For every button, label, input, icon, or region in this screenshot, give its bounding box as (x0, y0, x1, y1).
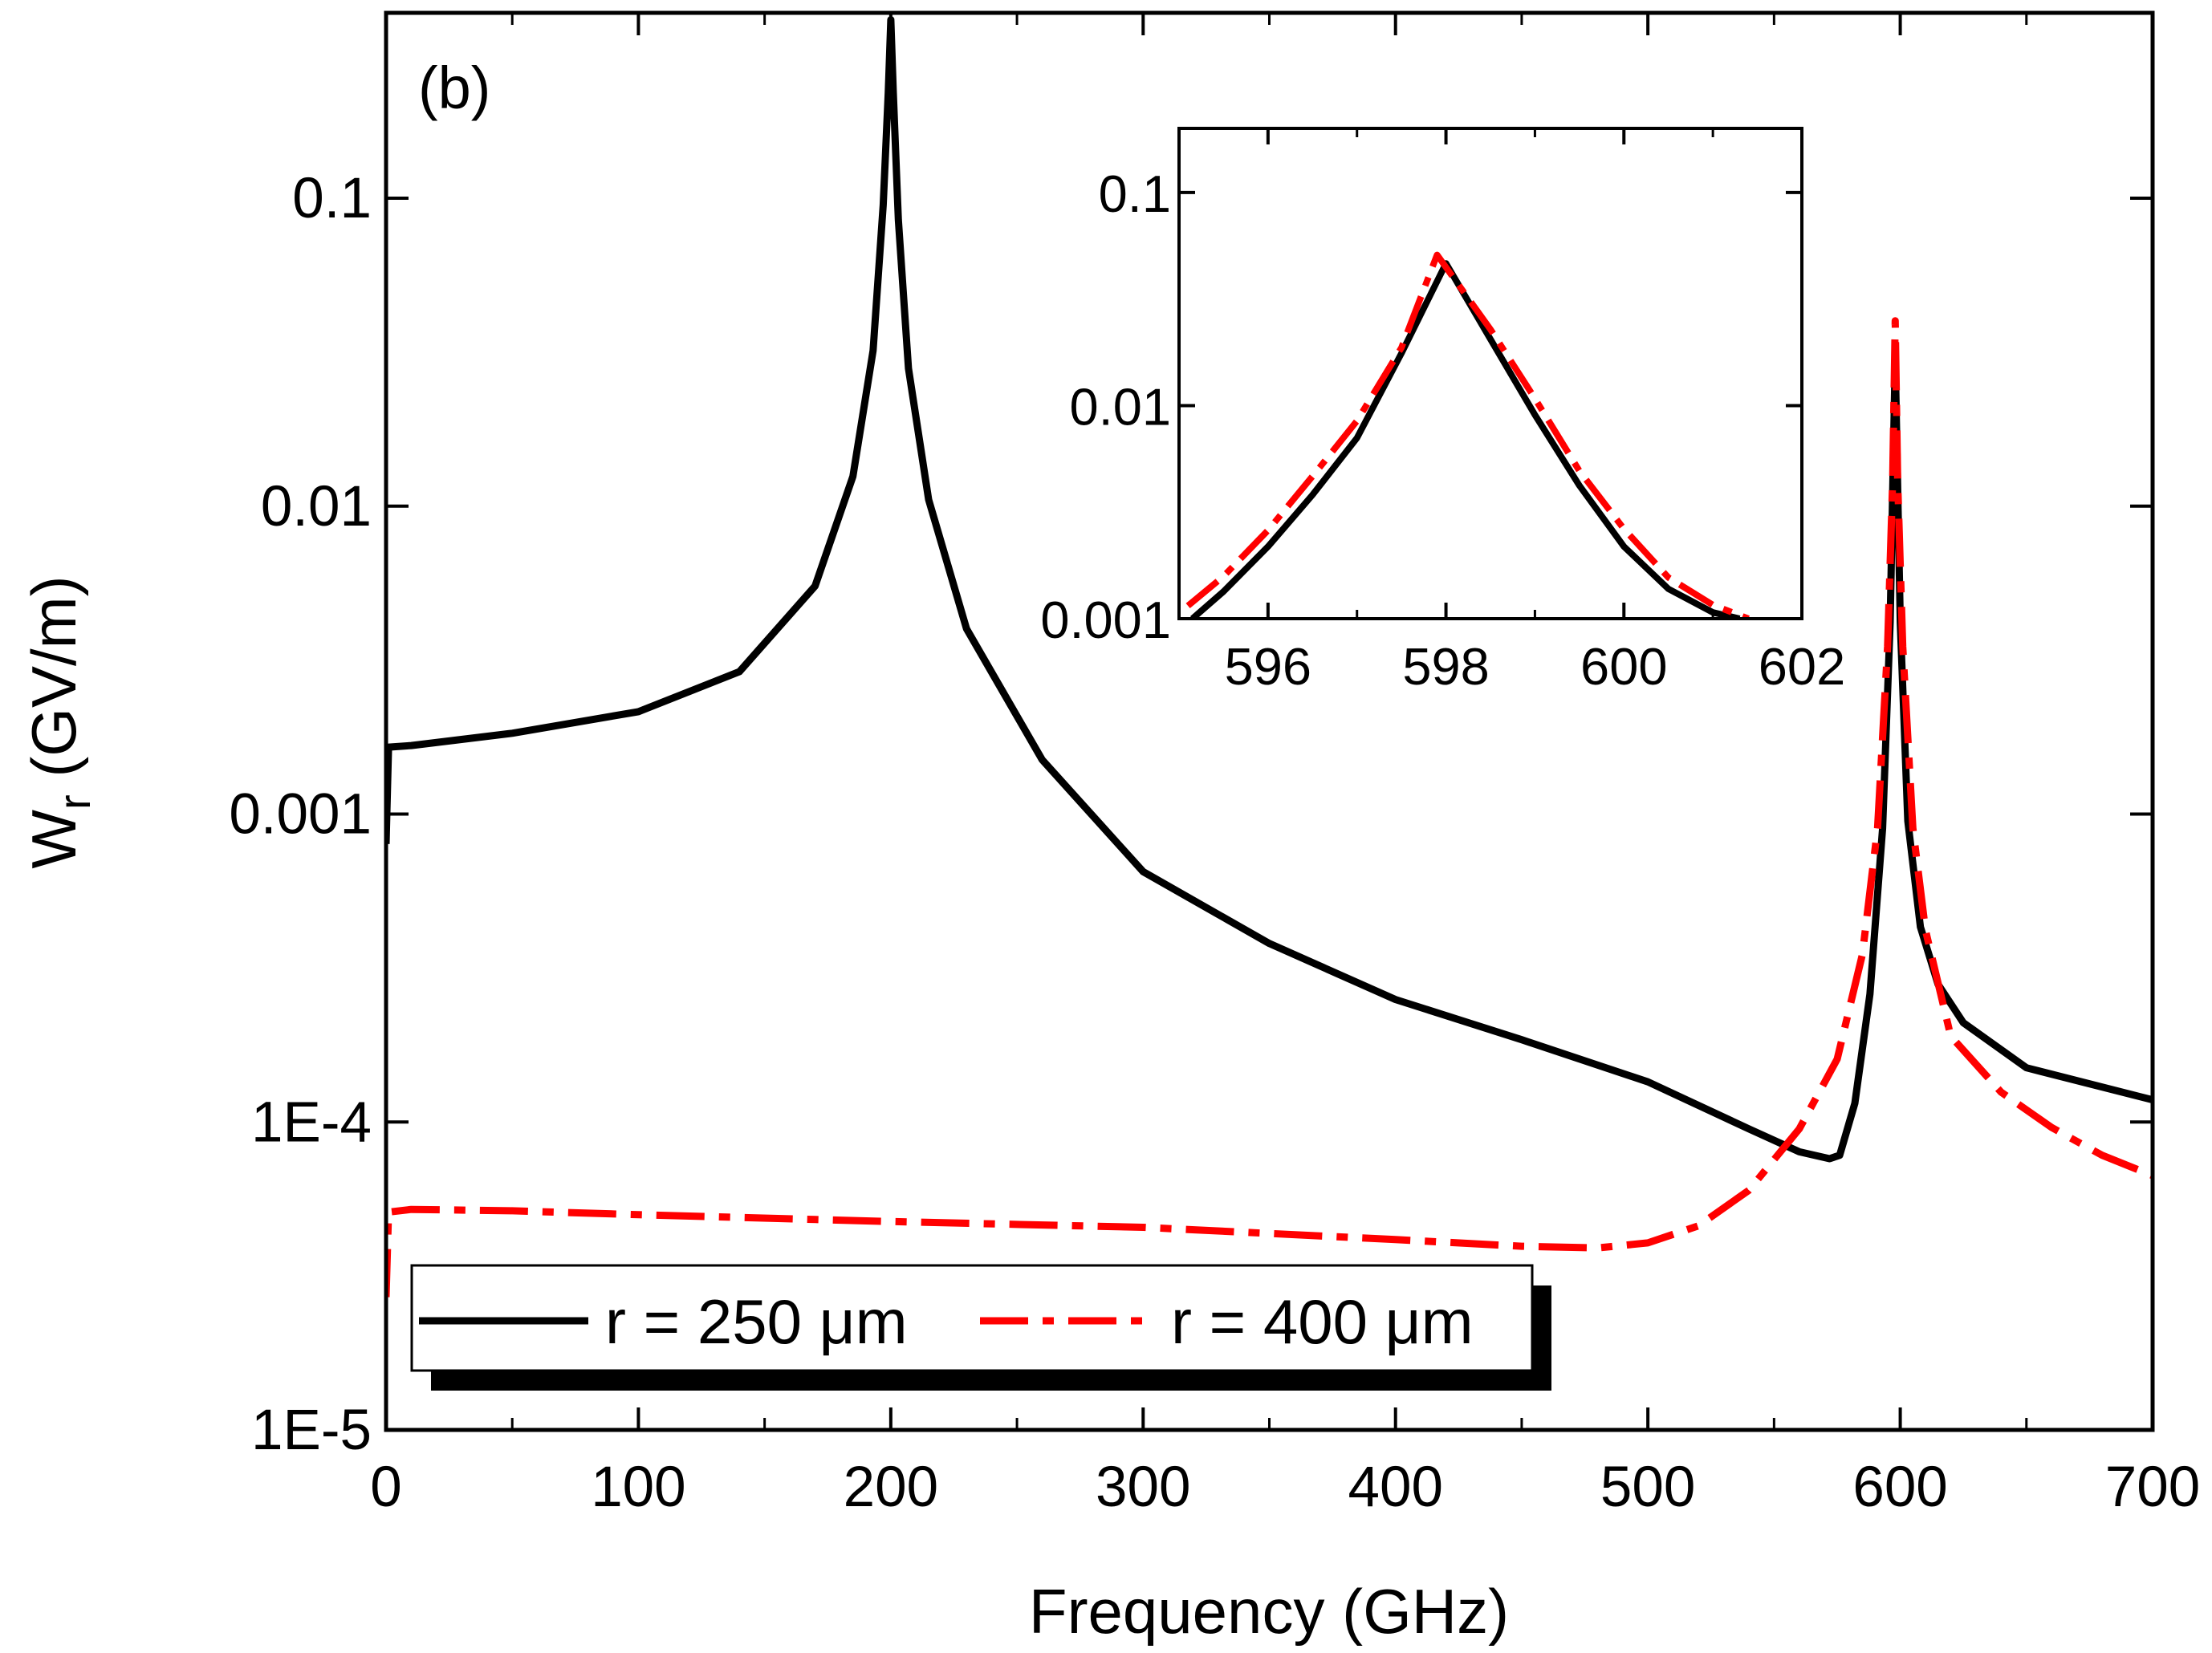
main-y-tick-label: 1E-5 (251, 1399, 372, 1462)
main-x-tick-label: 400 (1348, 1456, 1442, 1519)
main-x-tick-label: 600 (1852, 1456, 1947, 1519)
y-axis-title-unit: (GV/m) (18, 575, 89, 794)
inset-x-tick-label: 596 (1225, 637, 1311, 696)
inset-background (1179, 128, 1802, 619)
y-axis-title-main: W (18, 810, 89, 869)
main-x-tick-label: 0 (370, 1456, 402, 1519)
main-x-tick-label: 500 (1600, 1456, 1695, 1519)
main-series-1 (386, 317, 2153, 1298)
main-y-tick-label: 0.001 (229, 783, 372, 847)
inset-series-1 (1185, 251, 1750, 619)
inset-y-tick-label: 0.001 (1040, 591, 1171, 649)
inset-x-tick-label: 598 (1402, 637, 1489, 696)
main-x-tick-label: 200 (844, 1456, 938, 1519)
y-axis-title-subscript: r (49, 794, 100, 810)
panel-label: (b) (418, 55, 490, 121)
inset-y-tick-label: 0.01 (1069, 377, 1171, 436)
inset-frame (1177, 127, 1803, 620)
main-x-tick-label: 700 (2105, 1456, 2200, 1519)
legend: r = 250 μm r = 400 μm (410, 1264, 1551, 1391)
legend-label-r400: r = 400 μm (1171, 1286, 1474, 1357)
x-axis-title: Frequency (GHz) (1029, 1576, 1509, 1647)
main-y-tick-label: 0.1 (292, 167, 372, 230)
legend-label-r250: r = 250 μm (605, 1286, 908, 1357)
legend-box (410, 1264, 1534, 1372)
main-y-tick-label: 1E-4 (251, 1090, 372, 1154)
inset-x-tick-label: 600 (1580, 637, 1667, 696)
inset-x-tick-label: 602 (1759, 637, 1845, 696)
inset-y-tick-label: 0.1 (1099, 164, 1171, 223)
main-y-tick-label: 0.01 (261, 475, 372, 538)
main-x-tick-label: 300 (1096, 1456, 1190, 1519)
inset-series-0 (1189, 260, 1741, 619)
main-x-tick-label: 100 (591, 1456, 685, 1519)
inset-chart: 596 598 600 602 0.001 0.01 0.1 (1040, 127, 1845, 696)
y-axis-title: Wr (GV/m) (18, 575, 100, 868)
